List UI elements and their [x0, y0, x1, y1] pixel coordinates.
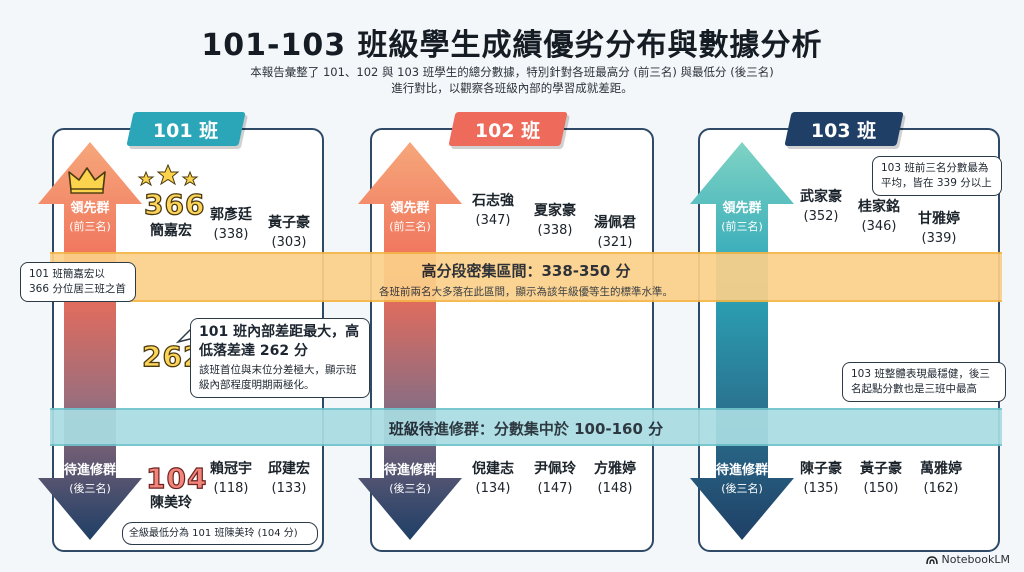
lowest-score-number: 104 [145, 461, 208, 495]
class-102-bottom-label: 待進修群 (後三名) [383, 463, 436, 495]
student-101-bottom-2: 賴冠宇 (118) [210, 461, 252, 496]
top-score-number: 366 [143, 187, 206, 221]
class-101-top-label: 領先群 (前三名) [69, 201, 111, 233]
note-101-top-bubble: 101 班簡嘉宏以 366 分位居三班之首 [20, 262, 136, 302]
brand-watermark: NotebookLM [925, 553, 1010, 566]
gap-note-title: 101 班內部差距最大，高低落差達 262 分 [199, 324, 360, 359]
class-103-bottom-label: 待進修群 (後三名) [715, 463, 768, 495]
student-103-top-3: 甘雅婷 (339) [918, 211, 960, 246]
class-101-bottom-label: 待進修群 (後三名) [63, 463, 116, 495]
student-102-bottom-3: 方雅婷 (148) [594, 461, 636, 496]
gap-note-bubble: 101 班內部差距最大，高低落差達 262 分 該班首位與末位分差極大，顯示班級… [190, 318, 370, 398]
student-103-bottom-2: 黃子豪 (150) [860, 461, 902, 496]
class-101-tag: 101 班 [126, 112, 246, 146]
student-102-bottom-1: 倪建志 (134) [472, 461, 514, 496]
subtitle-line-1: 本報告彙整了 101、102 與 103 班學生的總分數據，特別針對各班最高分 … [250, 65, 774, 79]
student-101-top-3: 黃子豪 (303) [268, 215, 310, 250]
class-102-tag: 102 班 [448, 112, 568, 146]
class-102-top-label: 領先群 (前三名) [389, 201, 431, 233]
student-103-bottom-1: 陳子豪 (135) [800, 461, 842, 496]
crown-icon [68, 167, 106, 194]
class-103-label: 103 班 [811, 119, 877, 142]
class-101-label: 101 班 [153, 119, 219, 142]
page-title: 101-103 班級學生成績優劣分布與數據分析 [201, 28, 823, 63]
notebooklm-logo-icon [925, 555, 938, 564]
student-102-bottom-2: 尹佩玲 (147) [534, 461, 576, 496]
gap-note-desc: 該班首位與末位分差極大，顯示班級內部程度明期兩極化。 [199, 364, 357, 391]
brand-label: NotebookLM [941, 553, 1010, 566]
student-103-bottom-3: 萬雅婷 (162) [920, 461, 962, 496]
class-102-label: 102 班 [475, 119, 541, 142]
subtitle-line-2: 進行對比，以觀察各班級內部的學習成就差距。 [391, 81, 633, 95]
class-103-tag: 103 班 [784, 112, 904, 146]
note-103-top-bubble: 103 班前三名分數最為平均，皆在 339 分以上 [872, 156, 1002, 196]
note-101-lowest-bubble: 全級最低分為 101 班陳美玲 (104 分) [122, 522, 318, 545]
class-103-top-label: 領先群 (前三名) [721, 201, 763, 233]
student-102-top-1: 石志強 (347) [472, 193, 514, 228]
low-band-title: 班級待進修群：分數集中於 100-160 分 [388, 420, 664, 438]
student-101-bottom-1: 陳美玲 [150, 495, 192, 511]
note-103-mid-bubble: 103 班整體表現最穩健，後三名起點分數也是三班中最高 [842, 362, 1006, 402]
high-band-desc: 各班前兩名大多落在此區間，顯示為該年級優等生的標準水準。 [379, 286, 673, 298]
page-subtitle: 本報告彙整了 101、102 與 103 班學生的總分數據，特別針對各班最高分 … [222, 64, 802, 96]
low-score-band: 班級待進修群：分數集中於 100-160 分 [50, 408, 1002, 446]
student-102-top-2: 夏家豪 (338) [534, 203, 576, 238]
student-101-top-1: 簡嘉宏 [150, 223, 192, 239]
high-band-title: 高分段密集區間：338-350 分 [421, 262, 631, 280]
student-101-bottom-3: 邱建宏 (133) [268, 461, 310, 496]
stars-icon [137, 164, 199, 187]
high-score-band: 高分段密集區間：338-350 分 各班前兩名大多落在此區間，顯示為該年級優等生… [50, 252, 1002, 302]
student-101-top-2: 郭彥廷 (338) [210, 207, 252, 242]
student-103-top-2: 桂家銘 (346) [858, 199, 900, 234]
student-102-top-3: 湯佩君 (321) [594, 215, 636, 250]
student-103-top-1: 武家豪 (352) [800, 189, 842, 224]
